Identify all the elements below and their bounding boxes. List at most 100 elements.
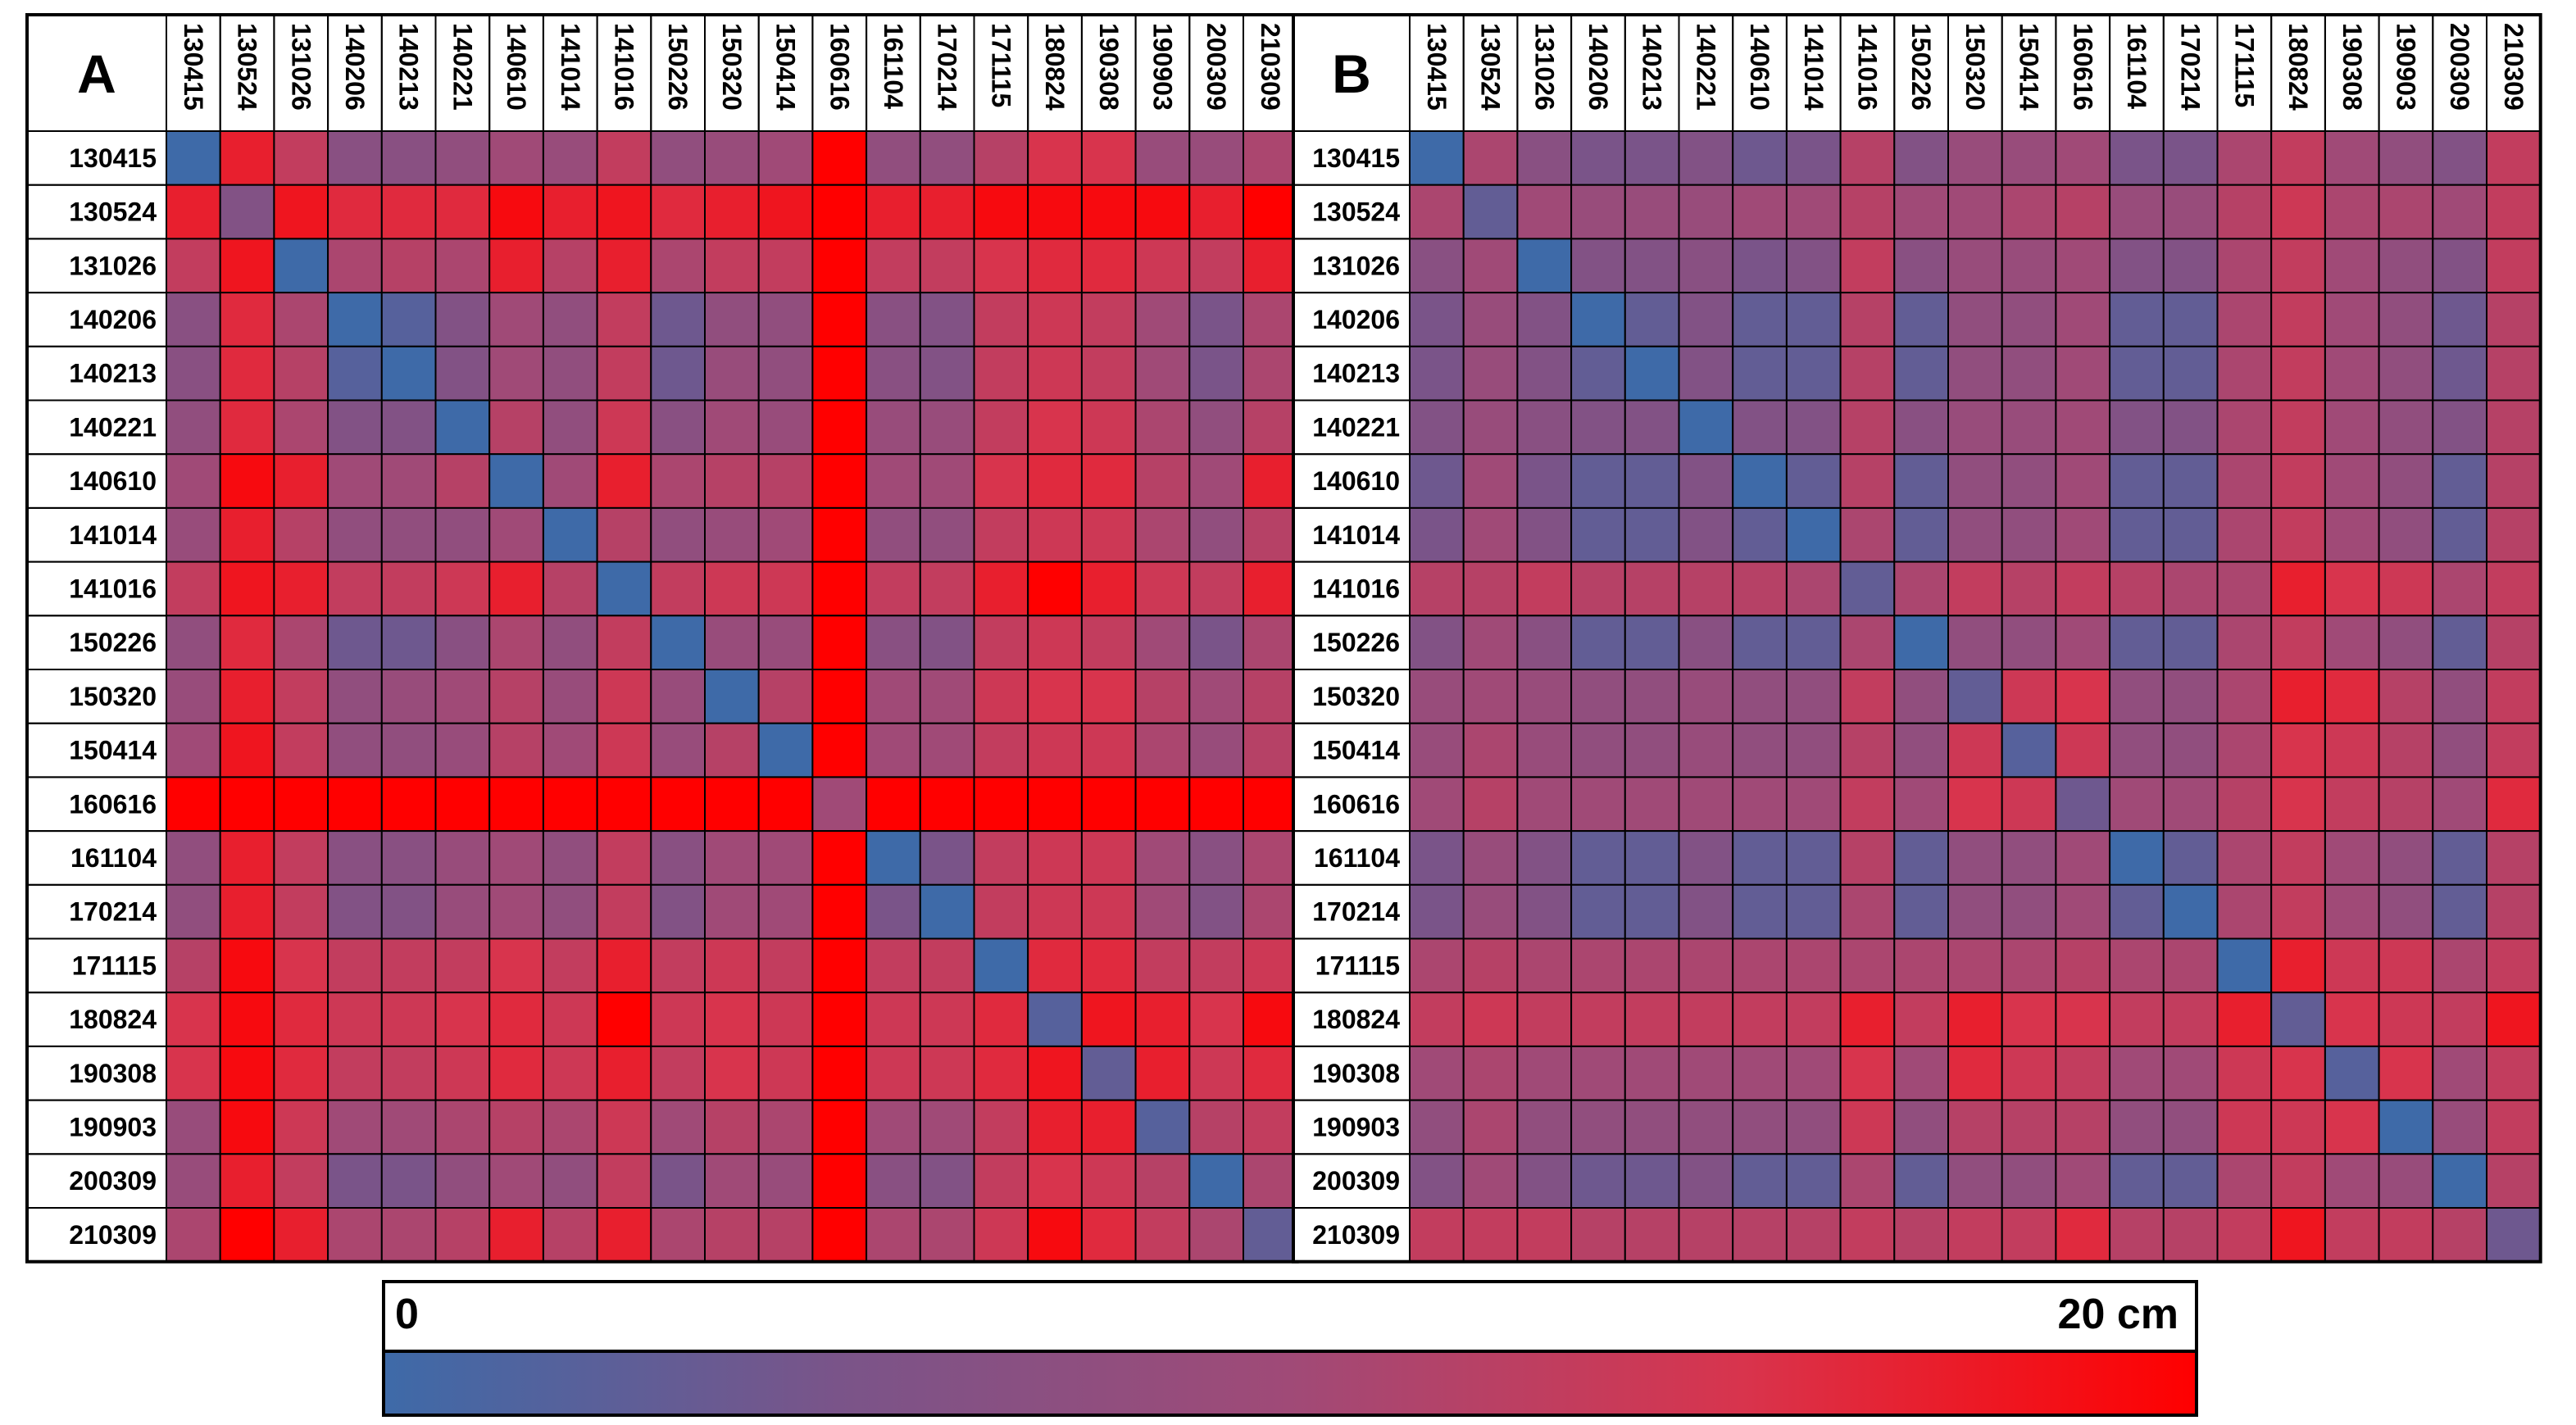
- heatmap-cell: [2432, 399, 2488, 456]
- heatmap-cell: [2378, 399, 2434, 456]
- row-label: 180824: [69, 1005, 157, 1034]
- heatmap-cell: [2216, 1045, 2273, 1101]
- heatmap-cell: [542, 1207, 598, 1263]
- heatmap-cell: [1570, 345, 1626, 402]
- heatmap-cell: [1624, 292, 1680, 347]
- heatmap-cell: [1188, 130, 1245, 186]
- heatmap-cell: [2378, 1153, 2434, 1209]
- heatmap-cell: [1624, 506, 1680, 563]
- heatmap-cell: [596, 722, 652, 778]
- heatmap-cell: [1893, 937, 1950, 994]
- heatmap-cell: [1947, 937, 2003, 994]
- heatmap-cell: [757, 992, 814, 1047]
- heatmap-cell: [1624, 1207, 1680, 1263]
- heatmap-cell: [757, 292, 814, 347]
- heatmap-cell: [596, 184, 652, 240]
- heatmap-cell: [1462, 399, 1519, 456]
- heatmap-cell: [2001, 992, 2057, 1047]
- heatmap-cell: [1785, 937, 1842, 994]
- heatmap-cell: [865, 453, 921, 509]
- heatmap-cell: [2001, 560, 2057, 617]
- heatmap-cell: [811, 453, 868, 509]
- row-label: 141014: [69, 520, 157, 550]
- heatmap-cell: [1893, 722, 1950, 778]
- heatmap-cell: [1624, 1099, 1680, 1155]
- heatmap-cell: [2055, 883, 2111, 940]
- heatmap-cell: [542, 722, 598, 778]
- heatmap-cell: [488, 1045, 544, 1101]
- heatmap-cell: [2486, 992, 2542, 1047]
- heatmap-cell: [2324, 669, 2380, 724]
- heatmap-cell: [327, 345, 383, 402]
- row-label: 130524: [69, 197, 157, 227]
- heatmap-cell: [1893, 184, 1950, 240]
- heatmap-cell: [1027, 992, 1083, 1047]
- heatmap-cell: [1188, 560, 1245, 617]
- heatmap-cell: [1409, 669, 1465, 724]
- heatmap-cell: [2055, 130, 2111, 186]
- heatmap-cell: [1188, 1099, 1245, 1155]
- heatmap-cell: [811, 883, 868, 940]
- heatmap-cell: [2109, 560, 2165, 617]
- column-label: 171115: [2229, 23, 2259, 107]
- row-label: 150320: [69, 682, 157, 711]
- heatmap-cell: [2162, 830, 2219, 886]
- heatmap-cell: [596, 560, 652, 617]
- heatmap-cell: [973, 184, 1029, 240]
- heatmap-cell: [2162, 560, 2219, 617]
- heatmap-cell: [542, 776, 598, 833]
- heatmap-cell: [1785, 722, 1842, 778]
- column-label: 160616: [2068, 23, 2097, 111]
- heatmap-cell: [1732, 669, 1788, 724]
- heatmap-cell: [1462, 506, 1519, 563]
- heatmap-cell: [1678, 883, 1734, 940]
- heatmap-cell: [2486, 130, 2542, 186]
- heatmap-cell: [650, 184, 706, 240]
- heatmap-cell: [757, 453, 814, 509]
- heatmap-cell: [2270, 883, 2326, 940]
- heatmap-cell: [380, 1045, 437, 1101]
- heatmap-cell: [1188, 937, 1245, 994]
- heatmap-cell: [380, 937, 437, 994]
- heatmap-cell: [2162, 184, 2219, 240]
- heatmap-cell: [919, 669, 975, 724]
- heatmap-cell: [973, 560, 1029, 617]
- heatmap-cell: [919, 615, 975, 670]
- heatmap-cell: [2378, 1207, 2434, 1263]
- heatmap-cell: [811, 615, 868, 670]
- heatmap-cell: [2486, 1153, 2542, 1209]
- heatmap-cell: [219, 560, 275, 617]
- heatmap-cell: [1732, 1207, 1788, 1263]
- heatmap-cell: [1678, 399, 1734, 456]
- heatmap-cell: [488, 238, 544, 294]
- heatmap-cell: [1134, 560, 1191, 617]
- heatmap-cell: [2109, 992, 2165, 1047]
- heatmap-cell: [973, 238, 1029, 294]
- heatmap-cell: [2324, 776, 2380, 833]
- heatmap-cell: [811, 1207, 868, 1263]
- row-label: 150226: [1312, 628, 1400, 657]
- heatmap-cell: [2324, 345, 2380, 402]
- heatmap-cell: [166, 184, 221, 240]
- heatmap-cell: [273, 453, 329, 509]
- heatmap-cell: [704, 883, 760, 940]
- heatmap-cell: [434, 345, 491, 402]
- heatmap-cell: [2216, 883, 2273, 940]
- heatmap-cell: [596, 453, 652, 509]
- heatmap-cell: [596, 1045, 652, 1101]
- heatmap-cell: [1732, 130, 1788, 186]
- heatmap-cell: [1243, 1153, 1298, 1209]
- heatmap-cell: [166, 937, 221, 994]
- heatmap-cell: [1409, 184, 1465, 240]
- heatmap-cell: [1134, 130, 1191, 186]
- heatmap-cell: [811, 506, 868, 563]
- heatmap-cell: [1027, 883, 1083, 940]
- heatmap-cell: [1243, 238, 1298, 294]
- row-label: 170214: [69, 897, 157, 927]
- heatmap-cell: [219, 238, 275, 294]
- heatmap-cell: [327, 992, 383, 1047]
- heatmap-cell: [1785, 292, 1842, 347]
- heatmap-cell: [380, 722, 437, 778]
- heatmap-cell: [542, 1045, 598, 1101]
- heatmap-cell: [2378, 292, 2434, 347]
